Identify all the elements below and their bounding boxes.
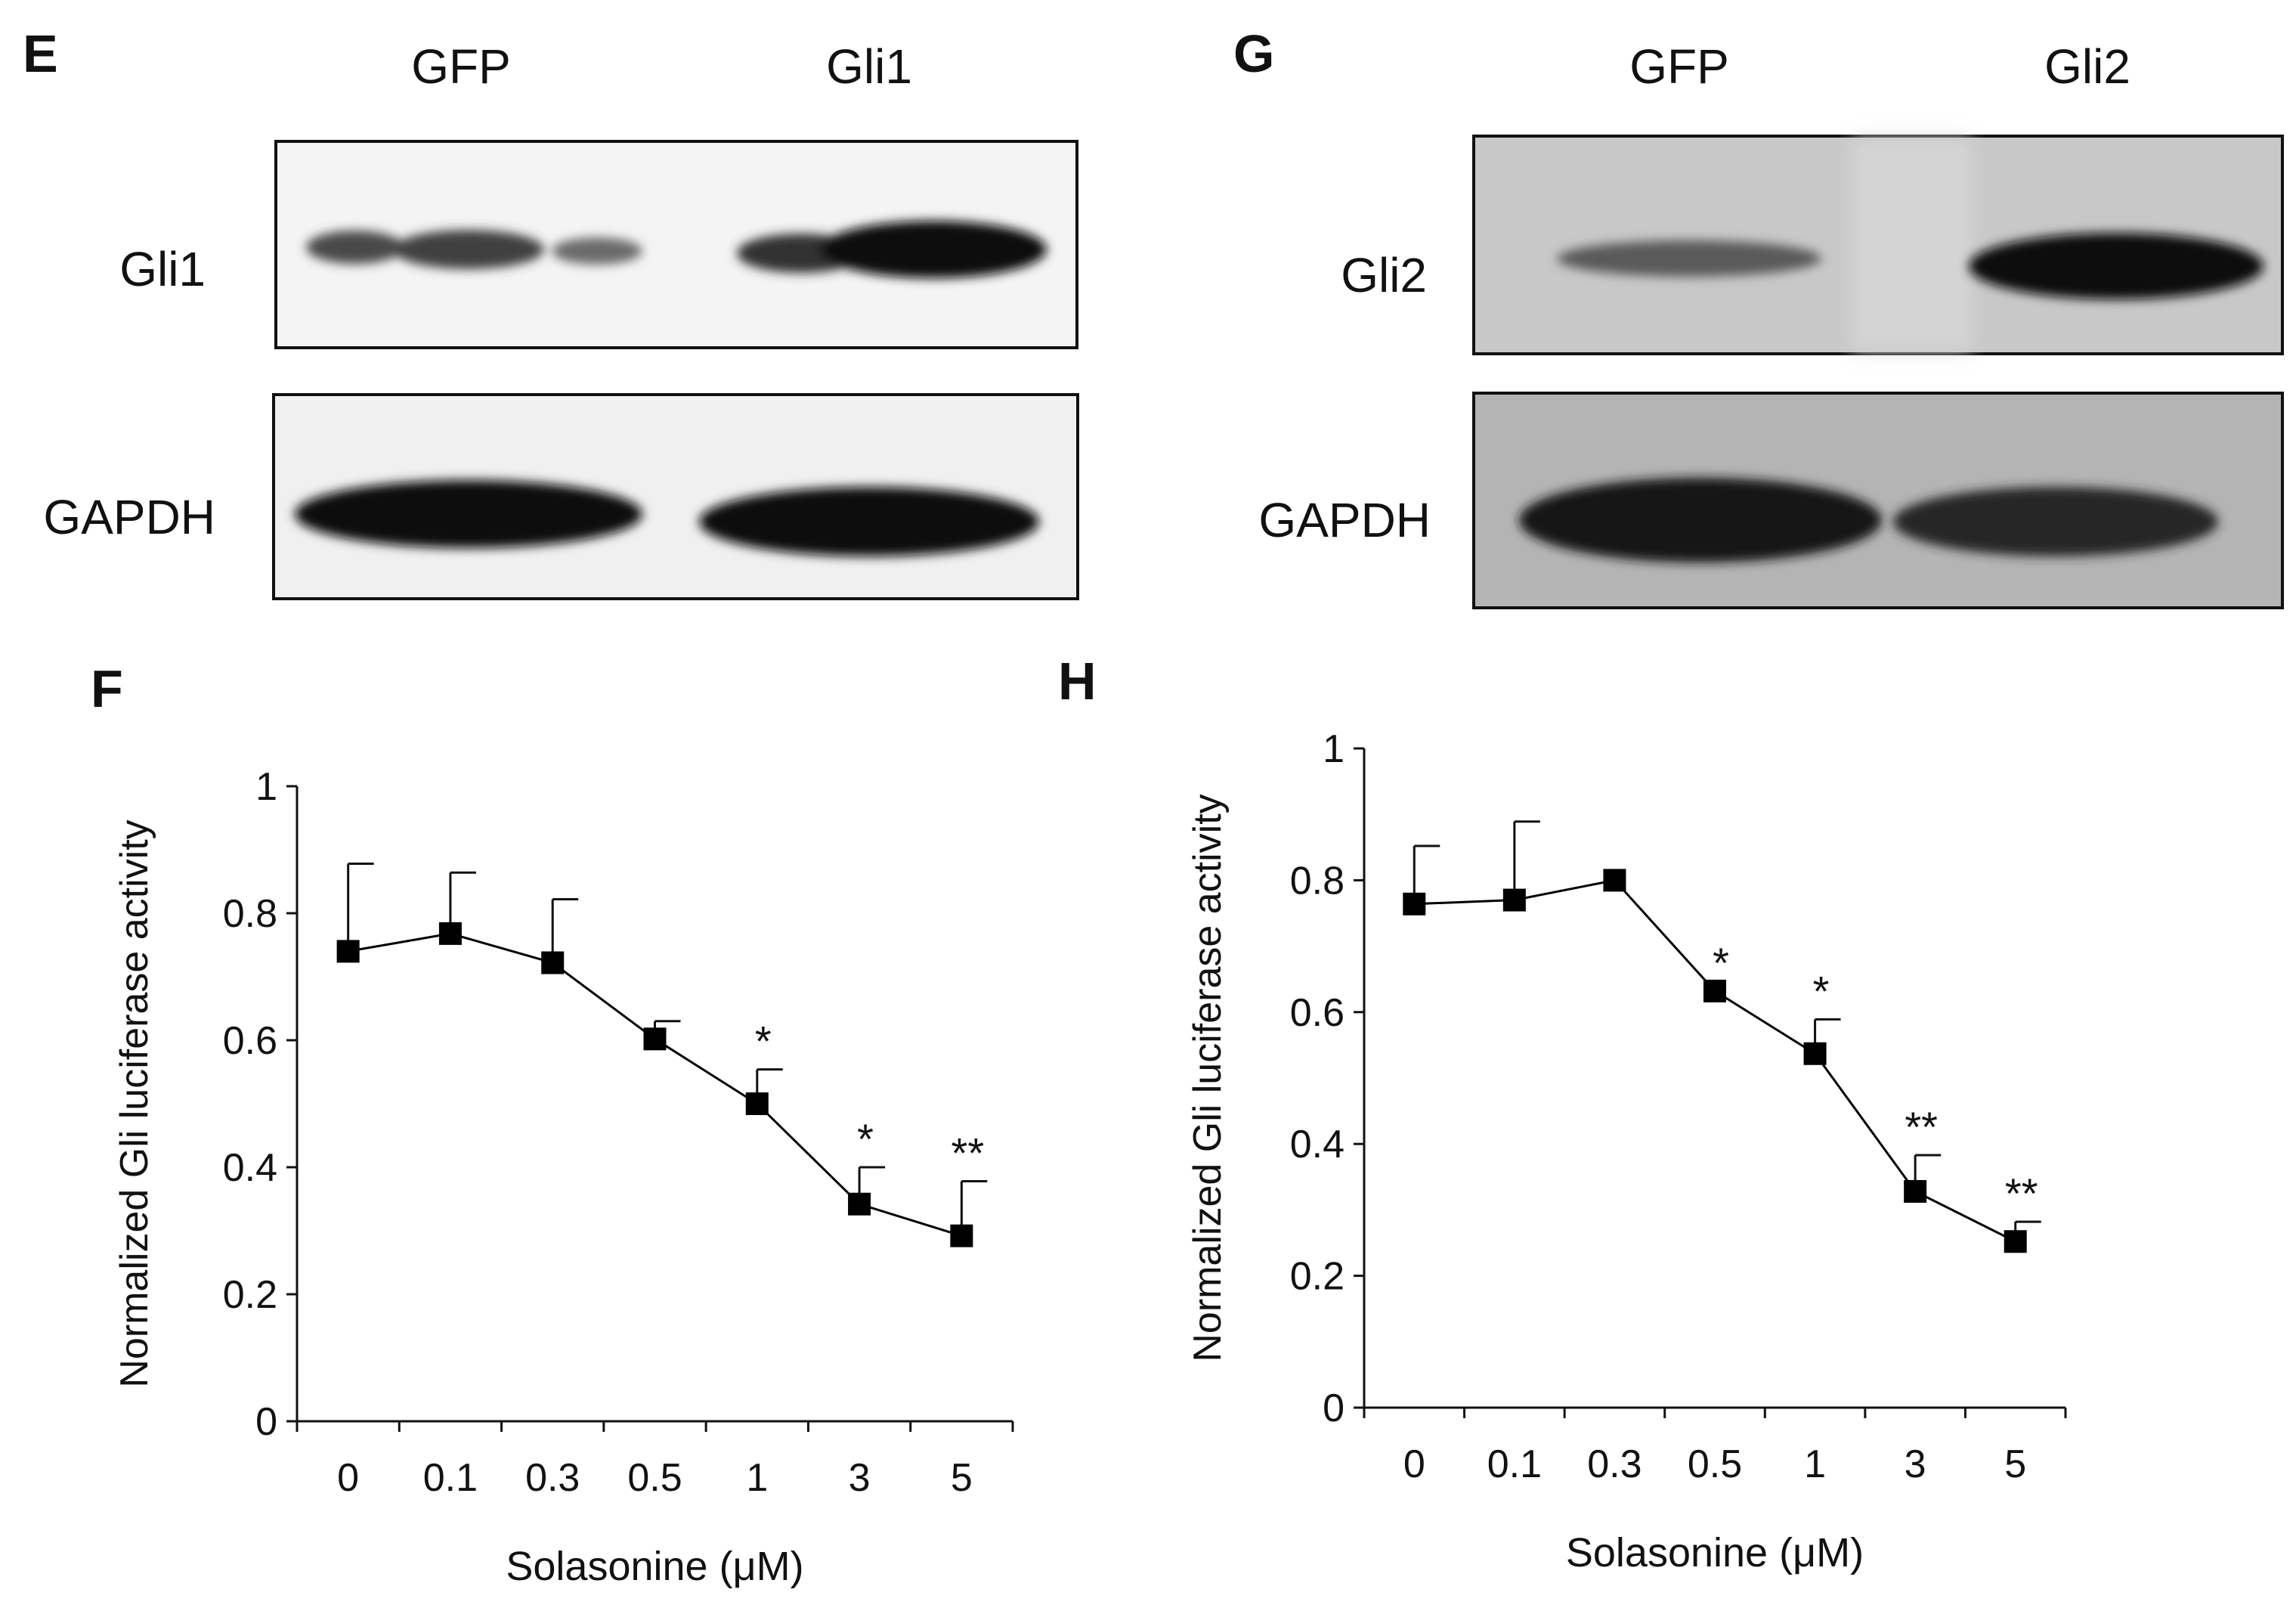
y-tick-label: 0.4	[1290, 1123, 1344, 1166]
x-axis-title: Solasonine (μM)	[1566, 1530, 1864, 1575]
y-tick-label: 0.2	[223, 1273, 277, 1317]
blot-gli2	[1472, 135, 2284, 355]
y-tick-label: 0.8	[1290, 859, 1344, 903]
panel-letter-f: F	[91, 659, 123, 718]
series-line	[348, 932, 962, 1238]
x-tick-label: 0	[1403, 1442, 1425, 1486]
x-tick-label: 3	[1905, 1442, 1926, 1486]
x-tick-label: 5	[2004, 1442, 2026, 1486]
y-tick-label: 0.6	[1290, 991, 1344, 1035]
data-point-marker	[1603, 869, 1626, 892]
y-tick-label: 0.6	[223, 1019, 277, 1063]
y-tick-label: 0.8	[223, 892, 277, 936]
data-point-marker	[643, 1027, 667, 1051]
blot-row-label-gli2: Gli2	[1341, 248, 1427, 302]
y-tick-label: 1	[255, 765, 277, 809]
blot-gapdh-g	[1472, 392, 2284, 609]
panel-letter-h: H	[1058, 652, 1097, 711]
panel-f: F 0 0.2 0.4 0.6 0.8 1 0 0.1 0.3 0.5 1 3 5 Solasonine …	[91, 659, 1014, 1589]
panel-letter-e: E	[23, 24, 58, 83]
y-tick-label: 0	[255, 1400, 277, 1444]
blot-row-label-gapdh-g: GAPDH	[1258, 493, 1431, 547]
y-tick-label: 0.2	[1290, 1255, 1344, 1299]
y-tick-label: 0.4	[223, 1146, 277, 1190]
data-point-marker	[2004, 1230, 2027, 1253]
panel-letter-g: G	[1233, 24, 1274, 83]
blot-row-label-gli1: Gli1	[119, 242, 206, 296]
data-point-marker	[541, 951, 565, 974]
x-tick-label: 0.1	[1487, 1442, 1542, 1486]
y-axis-title: Normalized Gli luciferase activity	[113, 819, 156, 1387]
x-tick-label: 1	[1804, 1442, 1826, 1486]
panel-g: G GFP Gli2 Gli2 GAPDH	[1233, 24, 2284, 609]
x-tick-label: 1	[746, 1456, 768, 1500]
data-point-marker	[848, 1192, 871, 1216]
x-axis-title: Solasonine (μM)	[506, 1544, 803, 1589]
blot-row-label-gapdh-e: GAPDH	[43, 490, 215, 544]
significance-marker: *	[755, 1018, 772, 1065]
data-point-marker	[745, 1092, 769, 1115]
significance-marker: *	[1813, 967, 1830, 1015]
lane-label-gli2-g: Gli2	[2044, 39, 2130, 94]
x-tick-label: 0.3	[525, 1456, 580, 1500]
data-point-marker	[1703, 979, 1726, 1002]
x-tick-label: 0.1	[423, 1456, 478, 1500]
significance-marker: *	[857, 1115, 874, 1163]
data-point-marker	[438, 922, 462, 945]
y-axis-title: Normalized Gli luciferase activity	[1186, 794, 1230, 1362]
data-point-marker	[1403, 892, 1426, 915]
y-tick-label: 1	[1323, 727, 1344, 771]
blot-gli1	[274, 140, 1078, 349]
panel-e: E GFP Gli1 Gli1 GAPDH	[23, 24, 1079, 600]
x-tick-label: 3	[849, 1456, 871, 1500]
x-tick-label: 0.3	[1587, 1442, 1642, 1486]
lane-label-gli1-e: Gli1	[826, 39, 912, 94]
lane-label-gfp-e: GFP	[411, 39, 511, 94]
x-tick-label: 0	[337, 1456, 359, 1500]
chart-h: 0 0.2 0.4 0.6 0.8 1 0 0.1 0.3 0.5 1 3 5 Solasonine (μ…	[1186, 727, 2067, 1575]
significance-marker: **	[952, 1129, 985, 1176]
significance-marker: **	[2005, 1170, 2038, 1217]
panel-h: H 0 0.2 0.4 0.6 0.8 1 0 0.1 0.3 0.5 1 3 5 Solasonine …	[1058, 652, 2067, 1575]
chart-f: 0 0.2 0.4 0.6 0.8 1 0 0.1 0.3 0.5 1 3 5 Solasonine (μ…	[113, 765, 1014, 1589]
y-tick-label: 0	[1323, 1386, 1344, 1430]
blot-gapdh-e	[272, 393, 1079, 600]
lane-label-gfp-g: GFP	[1629, 39, 1729, 94]
data-point-marker	[1904, 1179, 1927, 1203]
data-point-marker	[1803, 1042, 1827, 1065]
x-tick-label: 0.5	[1688, 1442, 1742, 1486]
data-point-marker	[950, 1224, 973, 1247]
significance-marker: **	[1905, 1103, 1938, 1151]
significance-marker: *	[1713, 939, 1729, 987]
data-point-marker	[336, 940, 360, 963]
x-tick-label: 0.5	[627, 1456, 682, 1500]
data-point-marker	[1502, 888, 1526, 912]
x-tick-label: 5	[951, 1456, 973, 1500]
